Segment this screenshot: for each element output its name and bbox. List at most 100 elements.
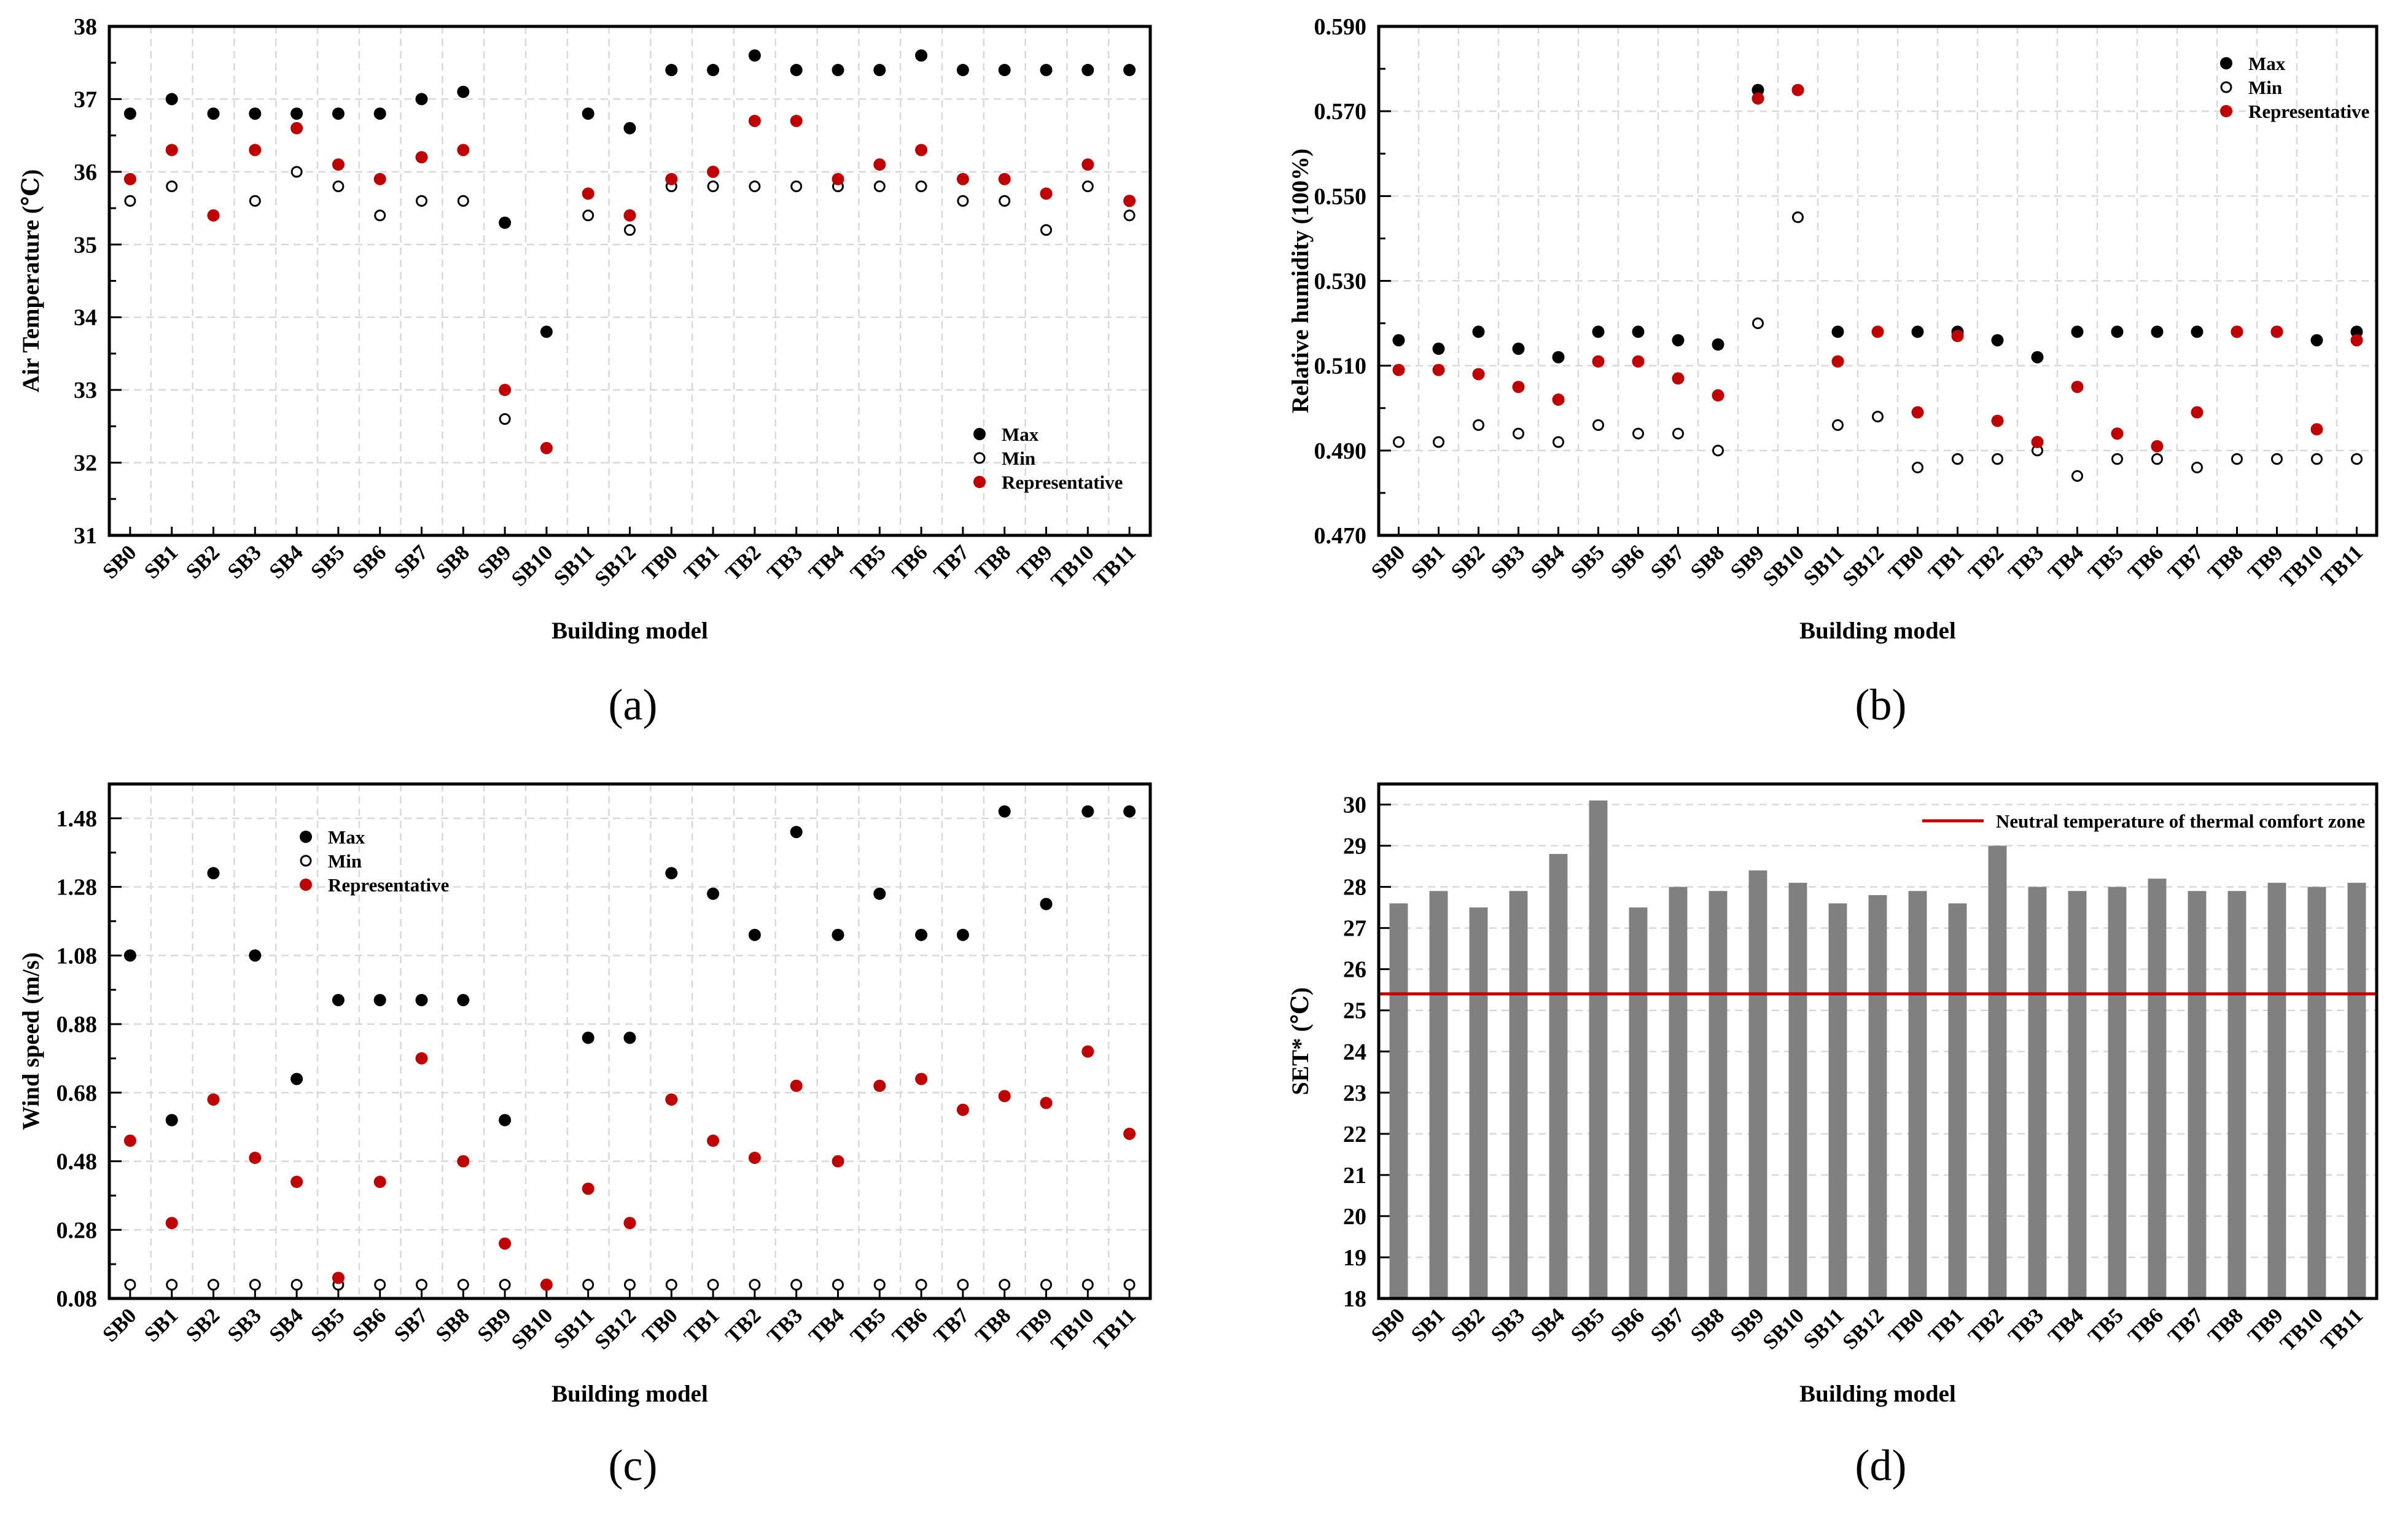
series-rep	[123, 114, 1136, 454]
x-tick-label: SB0	[98, 1303, 141, 1346]
legend-label-rep: Representative	[2248, 101, 2369, 122]
max-point	[1040, 64, 1053, 77]
max-point	[1632, 325, 1645, 338]
max-point	[1712, 338, 1724, 351]
bar	[1389, 903, 1408, 1298]
max-point	[1512, 343, 1525, 355]
y-tick-label: 29	[1343, 834, 1366, 860]
max-point	[582, 107, 594, 120]
legend-b: Max Min Representative	[2220, 53, 2369, 122]
min-point	[2111, 453, 2123, 465]
legend-marker-rep	[973, 476, 986, 488]
bar	[1589, 800, 1608, 1298]
x-tick-label: SB11	[1799, 1303, 1849, 1353]
series-min	[124, 166, 1136, 454]
max-point	[2310, 334, 2323, 347]
y-tick-label: 31	[74, 523, 97, 549]
y-axis-title: SET* (℃)	[1287, 987, 1314, 1095]
max-point	[915, 49, 928, 62]
min-point	[332, 180, 345, 193]
x-tick-label: TB0	[1884, 1303, 1928, 1348]
rep-point	[332, 158, 345, 171]
x-tick-label: TB4	[804, 540, 849, 585]
max-point	[165, 93, 178, 106]
min-point	[1473, 419, 1484, 431]
rep-point	[1672, 372, 1685, 385]
rep-point	[707, 165, 720, 178]
x-tick-label: TB3	[2003, 1303, 2048, 1348]
min-point	[416, 195, 427, 207]
rep-point	[123, 173, 136, 185]
x-tick-label: SB5	[1566, 540, 1609, 583]
rep-point	[415, 1052, 428, 1065]
rep-point	[2031, 436, 2044, 449]
y-tick-label: 23	[1343, 1081, 1366, 1106]
plot-frame	[1377, 25, 2379, 537]
bar	[1669, 887, 1688, 1298]
y-tick-label: 26	[1343, 957, 1366, 983]
x-tick-label: TB0	[637, 1303, 682, 1348]
x-tick-label: TB6	[2123, 540, 2168, 585]
x-tick-label: SB8	[1686, 1303, 1729, 1346]
min-point	[166, 1279, 178, 1291]
chart-d: 18192021222324252627282930SB0SB1SB2SB3SB…	[1287, 782, 2379, 1490]
max-point	[707, 64, 720, 77]
y-tick-label: 37	[74, 87, 97, 112]
y-tick-label: 1.08	[56, 943, 98, 969]
max-point	[457, 993, 470, 1006]
x-tick-label: SB3	[223, 1303, 266, 1346]
rep-point	[1040, 187, 1053, 200]
max-point	[748, 928, 761, 941]
y-tick-label: 36	[74, 160, 97, 185]
max-point	[373, 107, 386, 120]
min-point	[249, 1279, 261, 1291]
x-tick-label: TB10	[1046, 1303, 1099, 1356]
x-tick-label: SB10	[507, 540, 558, 591]
bar	[1868, 895, 1887, 1298]
y-tick-label: 0.490	[1314, 438, 1367, 464]
x-tick-label: SB11	[549, 1303, 599, 1353]
min-point	[499, 413, 511, 425]
bar	[1469, 907, 1488, 1298]
y-tick-label: 25	[1343, 998, 1366, 1024]
x-tick-label: TB5	[2083, 1303, 2128, 1348]
min-point	[1081, 1279, 1094, 1291]
rep-point	[998, 173, 1011, 185]
panel-label: (b)	[1855, 680, 1907, 729]
grid-b	[1379, 26, 2377, 535]
max-point	[873, 64, 886, 77]
max-point	[2031, 351, 2044, 363]
x-tick-label: SB6	[1606, 1303, 1649, 1346]
x-tick-label: TB3	[762, 1303, 807, 1348]
legend-marker-max	[2220, 57, 2232, 69]
x-tick-label: TB5	[846, 540, 890, 585]
min-point	[249, 195, 261, 207]
rep-point	[249, 1151, 262, 1164]
min-point	[582, 1279, 594, 1291]
x-tick-label: TB7	[929, 1303, 974, 1348]
x-axis-title: Building model	[551, 1381, 708, 1407]
min-point	[457, 195, 469, 207]
x-tick-label: TB10	[1046, 540, 1099, 592]
bar	[1709, 891, 1728, 1298]
min-point	[416, 1279, 427, 1291]
min-point	[1872, 411, 1884, 423]
y-tick-label: 34	[74, 305, 97, 331]
rep-point	[790, 1079, 803, 1092]
panel-label: (a)	[609, 680, 658, 729]
bar	[1509, 891, 1528, 1298]
min-point	[1081, 180, 1094, 193]
rep-point	[2350, 334, 2363, 347]
x-axis-title: Building model	[1799, 618, 1956, 644]
min-point	[457, 1279, 469, 1291]
min-point	[832, 1279, 844, 1291]
min-point	[915, 180, 927, 193]
max-point	[748, 49, 761, 62]
max-point	[790, 826, 803, 839]
x-tick-label: TB7	[2163, 1303, 2208, 1348]
min-point	[1752, 317, 1764, 330]
min-point	[1592, 419, 1604, 431]
max-point	[582, 1031, 594, 1044]
min-point	[124, 195, 136, 207]
